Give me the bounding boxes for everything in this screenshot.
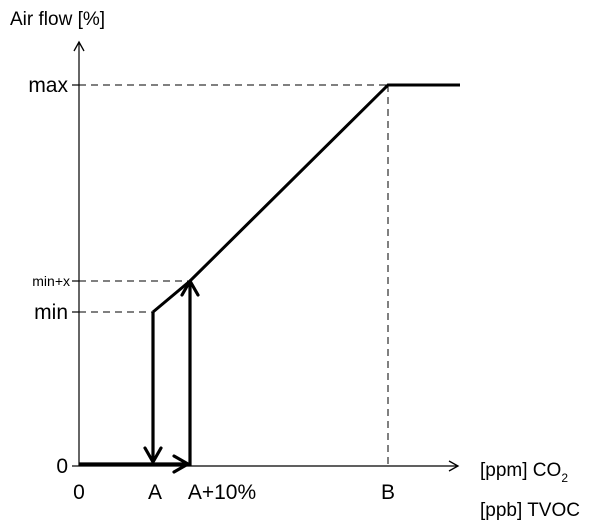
x-tick-label-a: A bbox=[148, 481, 162, 504]
y-tick-label-min-plus-x: min+x bbox=[32, 273, 70, 289]
x-tick-label-zero: 0 bbox=[73, 481, 85, 504]
y-tick-label-min: min bbox=[34, 301, 68, 324]
y-tick-label-max: max bbox=[28, 74, 68, 97]
y-axis-label: Air flow [%] bbox=[10, 9, 105, 30]
x-tick-label-b: B bbox=[381, 481, 395, 504]
x-axis-label-co2: [ppm] CO2 bbox=[480, 460, 568, 485]
airflow-curve bbox=[152, 83, 460, 314]
y-tick-label-zero: 0 bbox=[56, 455, 68, 478]
x-axis-label-co2-subscript: 2 bbox=[561, 471, 568, 485]
x-axis-label-tvoc: [ppb] TVOC bbox=[480, 500, 580, 521]
x-axis-label-co2-text: [ppm] CO bbox=[480, 460, 561, 481]
guide-lines bbox=[79, 84, 389, 466]
x-tick-label-a-plus-10: A+10% bbox=[188, 481, 256, 504]
